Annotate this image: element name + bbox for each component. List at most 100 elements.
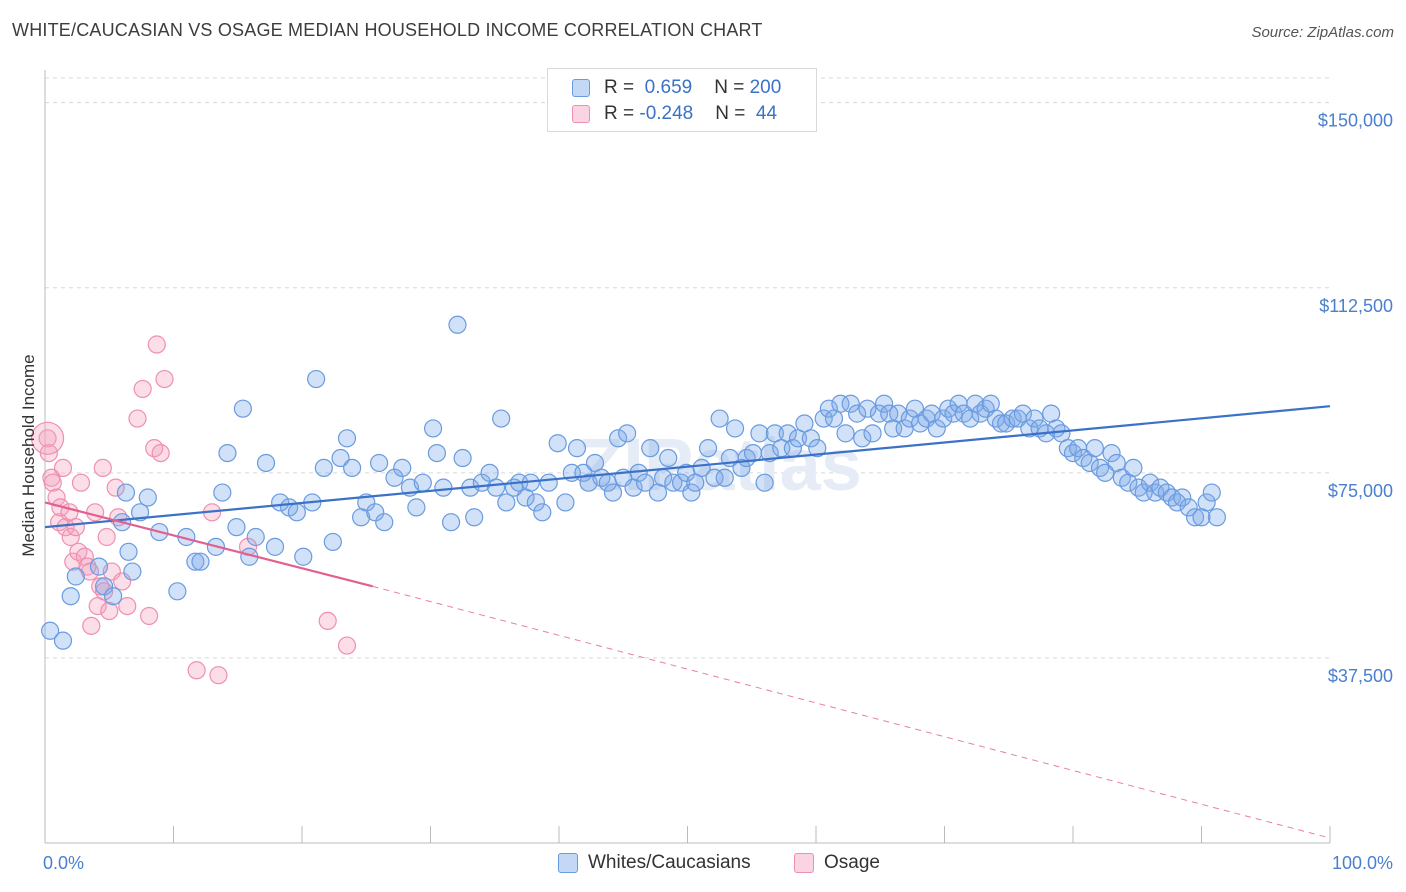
osage-point <box>337 636 357 655</box>
whites-point <box>227 518 246 537</box>
whites-point <box>1096 463 1115 482</box>
whites-point <box>1162 488 1182 507</box>
whites-point <box>104 587 123 606</box>
whites-point <box>934 409 953 428</box>
whites-point <box>448 315 467 334</box>
whites-point <box>453 448 472 468</box>
legend-n-value: 200 <box>749 77 782 98</box>
osage-point <box>100 601 119 621</box>
whites-point <box>664 473 683 492</box>
whites-point <box>1173 488 1192 507</box>
whites-point <box>863 424 882 443</box>
series-legend-whites: Whites/Caucasians <box>558 852 751 874</box>
whites-point <box>869 404 889 423</box>
whites-points <box>41 315 1227 650</box>
osage-point <box>133 379 152 399</box>
whites-point <box>66 567 85 586</box>
whites-point <box>1085 439 1104 458</box>
whites-point <box>819 399 838 418</box>
whites-point <box>256 453 276 473</box>
whites-point <box>465 508 484 527</box>
whites-point <box>603 483 623 502</box>
whites-point <box>423 419 443 438</box>
osage-point <box>155 369 174 389</box>
legend-r-value: 0.659 <box>639 77 693 98</box>
legend-n-label: N = <box>715 103 751 124</box>
osage-points <box>30 335 357 685</box>
chart-title: WHITE/CAUCASIAN VS OSAGE MEDIAN HOUSEHOL… <box>12 20 763 40</box>
whites-point <box>434 478 453 497</box>
osage-point <box>118 596 137 616</box>
whites-point <box>337 429 357 448</box>
series-swatch-pink <box>794 853 814 873</box>
whites-point <box>618 424 637 443</box>
y-tick-label: $37,500 <box>1328 666 1393 686</box>
whites-point <box>1179 498 1198 517</box>
whites-point <box>393 458 412 478</box>
whites-point <box>265 537 285 556</box>
axis-labels: $37,500 $75,000 $112,500 $150,000 0.0% 100.0%… <box>19 111 1393 873</box>
osage-point <box>151 443 170 463</box>
osage-point <box>209 666 228 685</box>
whites-point <box>692 458 711 478</box>
osage-point <box>80 562 100 581</box>
whites-point <box>375 513 394 532</box>
whites-point <box>370 453 389 473</box>
whites-point <box>497 493 516 512</box>
whites-point <box>119 542 138 561</box>
whites-point <box>548 434 567 453</box>
whites-point <box>991 414 1011 433</box>
osage-point <box>66 518 85 537</box>
whites-point <box>53 631 73 650</box>
whites-point <box>1025 409 1044 428</box>
whites-point <box>323 532 342 552</box>
whites-point <box>1129 478 1148 497</box>
gridlines <box>45 77 1330 659</box>
whites-point <box>441 513 461 532</box>
whites-point <box>1102 443 1121 463</box>
whites-point <box>1202 483 1221 502</box>
whites-point <box>682 483 701 502</box>
legend-row-osage: R = -0.248 N = 44 <box>572 102 777 126</box>
whites-point <box>1167 493 1187 512</box>
legend-r-value: -0.248 <box>639 103 694 124</box>
series-legend-osage: Osage <box>794 852 880 874</box>
osage-point <box>61 527 80 547</box>
x-tick-label-min: 0.0% <box>43 853 84 873</box>
osage-point <box>43 473 62 492</box>
whites-point <box>760 443 779 463</box>
whites-point <box>635 473 655 492</box>
osage-point <box>38 429 57 448</box>
osage-point <box>128 409 147 428</box>
osage-point <box>139 606 159 626</box>
series-swatch-blue <box>558 853 578 873</box>
whites-point <box>715 468 734 487</box>
whites-point <box>526 493 545 512</box>
whites-point <box>168 582 187 601</box>
whites-point <box>1063 443 1083 463</box>
whites-point <box>41 621 60 640</box>
whites-point <box>927 419 946 438</box>
whites-point <box>659 448 678 468</box>
y-tick-label: $112,500 <box>1319 296 1393 316</box>
whites-point <box>233 399 252 418</box>
series-legend: Whites/Caucasians Osage <box>0 852 1406 878</box>
osage-point <box>82 616 101 635</box>
whites-point <box>1020 419 1039 438</box>
whites-point <box>191 552 210 571</box>
whites-point <box>307 369 326 389</box>
legend-r-label: R = <box>604 77 640 98</box>
y-tick-label: $75,000 <box>1328 481 1393 501</box>
whites-point <box>732 458 751 478</box>
whites-point <box>808 439 827 458</box>
osage-point <box>147 335 166 354</box>
whites-point <box>1197 493 1216 512</box>
osage-point <box>318 611 337 631</box>
series-label-whites: Whites/Caucasians <box>588 852 751 873</box>
whites-point <box>725 419 745 438</box>
whites-point <box>61 587 80 606</box>
osage-point <box>106 478 125 497</box>
whites-point <box>1185 508 1205 527</box>
whites-point <box>89 557 109 576</box>
